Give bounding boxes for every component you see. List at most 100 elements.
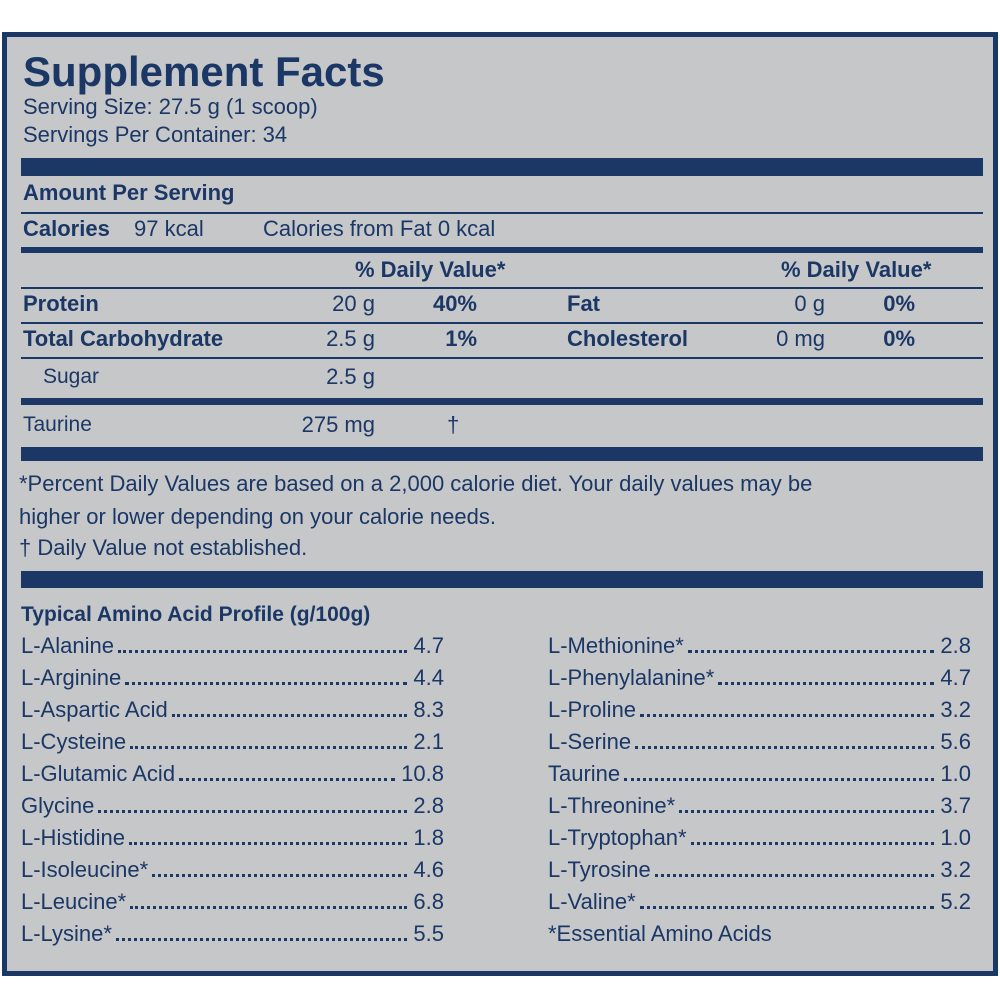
- amino-value: 1.8: [413, 825, 444, 850]
- nutrient-name: Sugar: [43, 365, 100, 388]
- amino-name: L-Phenylalanine*: [548, 665, 715, 690]
- nutrient-name: Total Carbohydrate: [23, 326, 224, 351]
- amino-value: 2.1: [413, 729, 444, 754]
- amino-row: L-Methionine* 2.8: [548, 631, 971, 661]
- divider: [21, 287, 983, 289]
- other-amount: 275 mg: [301, 412, 375, 437]
- leader: [179, 778, 396, 781]
- amino-name: L-Tryptophan*: [548, 825, 687, 850]
- nutrient-dv: 40%: [432, 291, 477, 316]
- divider: [21, 571, 983, 588]
- amino-value: 5.2: [940, 889, 971, 914]
- divider: [21, 212, 983, 214]
- amino-row: L-Isoleucine* 4.6: [21, 855, 444, 885]
- amino-row: L-Valine* 5.2: [548, 887, 971, 917]
- amino-name: L-Cysteine: [21, 729, 127, 754]
- amino-value: 5.5: [413, 921, 444, 946]
- amino-value: 2.8: [940, 633, 971, 658]
- amino-value: 4.7: [413, 633, 444, 658]
- dv-header: % Daily Value*: [781, 257, 932, 282]
- amino-name: L-Threonine*: [548, 793, 676, 818]
- amino-name: L-Alanine: [21, 633, 114, 658]
- amino-row: Glycine 2.8: [21, 791, 444, 821]
- amino-row: L-Alanine 4.7: [21, 631, 444, 661]
- dv-header: % Daily Value*: [355, 257, 506, 282]
- leader: [130, 906, 408, 909]
- amino-value: 2.8: [413, 793, 444, 818]
- amino-value: 4.7: [940, 665, 971, 690]
- nutrient-dv: 0%: [883, 291, 915, 316]
- amino-name: L-Valine*: [548, 889, 636, 914]
- amino-name: L-Isoleucine*: [21, 857, 149, 882]
- amino-row: L-Tryptophan* 1.0: [548, 823, 971, 853]
- calories-value: 97 kcal: [134, 216, 204, 241]
- amino-name: L-Leucine*: [21, 889, 127, 914]
- nutrient-name: Protein: [23, 291, 99, 316]
- amino-name: L-Methionine*: [548, 633, 684, 658]
- leader: [115, 938, 408, 941]
- nutrient-amount: 0 g: [794, 291, 825, 316]
- leader: [639, 906, 935, 909]
- divider: [21, 247, 983, 253]
- amino-value: 3.2: [940, 857, 971, 882]
- amino-name: L-Glutamic Acid: [21, 761, 176, 786]
- amino-name: L-Arginine: [21, 665, 122, 690]
- leader: [718, 682, 935, 685]
- divider: [21, 357, 983, 359]
- amino-value: 4.6: [413, 857, 444, 882]
- amino-row: L-Arginine 4.4: [21, 663, 444, 693]
- amino-row: L-Aspartic Acid 8.3: [21, 695, 444, 725]
- footnote: higher or lower depending on your calori…: [19, 504, 496, 529]
- leader: [635, 746, 935, 749]
- leader: [654, 874, 935, 877]
- nutrient-dv: 1%: [445, 326, 477, 351]
- calories-from-fat: Calories from Fat 0 kcal: [263, 216, 496, 241]
- divider: [21, 398, 983, 405]
- divider: [21, 447, 983, 461]
- amino-row: L-Lysine* 5.5: [21, 919, 444, 949]
- amino-value: 10.8: [401, 761, 444, 786]
- leader: [98, 810, 408, 813]
- nutrient-amount: 2.5 g: [326, 364, 375, 389]
- title: Supplement Facts: [23, 48, 385, 95]
- leader: [640, 714, 935, 717]
- leader: [690, 842, 935, 845]
- amino-name: L-Aspartic Acid: [21, 697, 168, 722]
- leader: [171, 714, 408, 717]
- amino-row: L-Tyrosine 3.2: [548, 855, 971, 885]
- amino-name: L-Tyrosine: [548, 857, 651, 882]
- nutrient-name: Fat: [567, 291, 600, 316]
- amino-row: L-Leucine* 6.8: [21, 887, 444, 917]
- amino-name: L-Lysine*: [21, 921, 112, 946]
- nutrient-dv: 0%: [883, 326, 915, 351]
- leader: [130, 746, 408, 749]
- calories-label: Calories: [23, 216, 110, 241]
- divider: [21, 158, 983, 176]
- leader: [152, 874, 408, 877]
- serving-size: Serving Size: 27.5 g (1 scoop): [23, 94, 318, 119]
- amino-value: 5.6: [940, 729, 971, 754]
- servings-per-container: Servings Per Container: 34: [23, 122, 288, 147]
- amino-value: 8.3: [413, 697, 444, 722]
- amino-row: L-Threonine* 3.7: [548, 791, 971, 821]
- amino-row: Taurine 1.0: [548, 759, 971, 789]
- amino-value: 1.0: [940, 825, 971, 850]
- amino-row: L-Phenylalanine* 4.7: [548, 663, 971, 693]
- leader: [125, 682, 408, 685]
- other-dv: †: [447, 412, 460, 437]
- amino-name: L-Serine: [548, 729, 632, 754]
- leader: [679, 810, 935, 813]
- amino-name: L-Proline: [548, 697, 637, 722]
- amino-row: L-Histidine 1.8: [21, 823, 444, 853]
- nutrient-amount: 2.5 g: [326, 326, 375, 351]
- nutrient-name: Cholesterol: [567, 326, 689, 351]
- amino-name: Glycine: [21, 793, 95, 818]
- amino-value: 3.2: [940, 697, 971, 722]
- amino-row: L-Proline 3.2: [548, 695, 971, 725]
- supplement-label: Supplement Facts Serving Size: 27.5 g (1…: [2, 32, 998, 976]
- amino-row: L-Glutamic Acid 10.8: [21, 759, 444, 789]
- other-name: Taurine: [23, 413, 92, 436]
- amino-value: 3.7: [940, 793, 971, 818]
- amino-value: 6.8: [413, 889, 444, 914]
